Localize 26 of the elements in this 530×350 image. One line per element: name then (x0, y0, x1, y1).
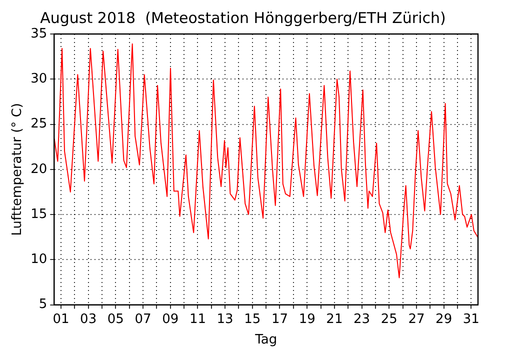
chart-title: August 2018 (Meteostation Hönggerberg/ETH Zürich) (40, 8, 446, 27)
y-tick-label: 15 (30, 206, 48, 222)
x-tick-label: 11 (189, 312, 206, 327)
x-tick-label: 21 (326, 312, 343, 327)
y-tick-label: 25 (30, 116, 48, 132)
x-tick-label: 05 (107, 312, 124, 327)
x-tick-label: 25 (380, 312, 398, 327)
x-tick-label: 13 (216, 312, 234, 327)
x-tick-label: 01 (52, 312, 70, 327)
x-axis-title: Tag (254, 332, 278, 348)
y-tick-label: 35 (30, 26, 48, 42)
x-tick-label: 09 (162, 312, 179, 327)
x-tick-label: 31 (462, 312, 480, 327)
y-tick-label: 30 (30, 72, 48, 87)
x-tick-label: 29 (436, 312, 452, 327)
x-tick-label: 03 (80, 312, 97, 327)
x-tick-label: 17 (271, 312, 288, 327)
x-tick-label: 27 (408, 312, 425, 327)
y-tick-label: 10 (30, 252, 48, 268)
x-tick-label: 15 (244, 312, 261, 327)
x-tick-label: 19 (298, 312, 316, 327)
x-tick-label: 07 (134, 312, 152, 327)
y-axis-title: Lufttemperatur (° C) (10, 103, 26, 236)
y-tick-label: 20 (30, 162, 48, 177)
x-tick-label: 23 (354, 312, 370, 327)
y-tick-label: 5 (38, 297, 48, 312)
